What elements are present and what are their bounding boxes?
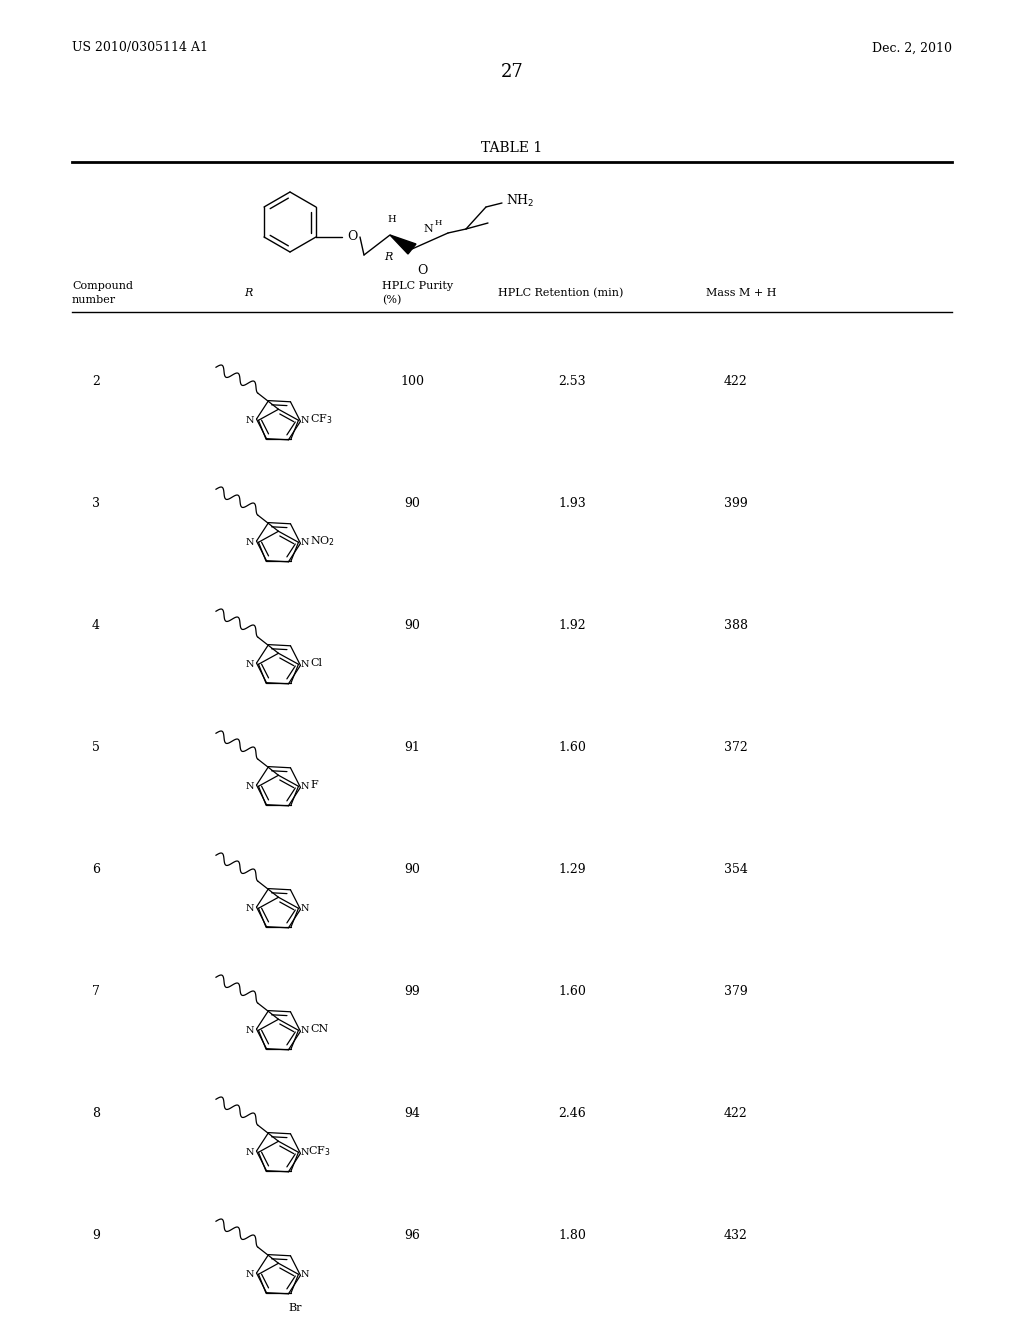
Text: 90: 90 bbox=[404, 496, 420, 510]
Text: N: N bbox=[300, 660, 308, 669]
Text: 7: 7 bbox=[92, 985, 100, 998]
Text: CN: CN bbox=[310, 1024, 329, 1035]
Text: 388: 388 bbox=[724, 619, 748, 632]
Text: HPLC Purity: HPLC Purity bbox=[382, 281, 454, 290]
Text: 96: 96 bbox=[404, 1229, 420, 1242]
Text: 372: 372 bbox=[724, 741, 748, 754]
Text: CF$_3$: CF$_3$ bbox=[308, 1144, 331, 1158]
Text: TABLE 1: TABLE 1 bbox=[481, 141, 543, 154]
Text: 1.60: 1.60 bbox=[558, 741, 586, 754]
Text: 100: 100 bbox=[400, 375, 424, 388]
Text: 422: 422 bbox=[724, 375, 748, 388]
Text: Br: Br bbox=[289, 1303, 302, 1313]
Text: 1.93: 1.93 bbox=[558, 496, 586, 510]
Text: N: N bbox=[245, 537, 254, 546]
Text: 90: 90 bbox=[404, 619, 420, 632]
Text: 5: 5 bbox=[92, 741, 100, 754]
Text: N: N bbox=[245, 1148, 254, 1156]
Text: 27: 27 bbox=[501, 63, 523, 81]
Text: 1.80: 1.80 bbox=[558, 1229, 586, 1242]
Text: 91: 91 bbox=[404, 741, 420, 754]
Text: 354: 354 bbox=[724, 863, 748, 875]
Polygon shape bbox=[390, 235, 416, 253]
Text: 90: 90 bbox=[404, 863, 420, 875]
Text: US 2010/0305114 A1: US 2010/0305114 A1 bbox=[72, 41, 208, 54]
Text: 3: 3 bbox=[92, 496, 100, 510]
Text: 4: 4 bbox=[92, 619, 100, 632]
Text: N: N bbox=[300, 1148, 308, 1156]
Text: 8: 8 bbox=[92, 1106, 100, 1119]
Text: 99: 99 bbox=[404, 985, 420, 998]
Text: R: R bbox=[244, 288, 252, 298]
Text: 2: 2 bbox=[92, 375, 100, 388]
Text: 9: 9 bbox=[92, 1229, 100, 1242]
Text: number: number bbox=[72, 294, 116, 305]
Text: N: N bbox=[300, 1270, 308, 1279]
Text: H: H bbox=[388, 214, 396, 223]
Text: O: O bbox=[347, 231, 357, 243]
Text: 1.29: 1.29 bbox=[558, 863, 586, 875]
Text: N: N bbox=[245, 1026, 254, 1035]
Text: 432: 432 bbox=[724, 1229, 748, 1242]
Text: N: N bbox=[300, 904, 308, 912]
Text: N: N bbox=[245, 781, 254, 791]
Text: 1.60: 1.60 bbox=[558, 985, 586, 998]
Text: 2.53: 2.53 bbox=[558, 375, 586, 388]
Text: N: N bbox=[300, 416, 308, 425]
Text: 6: 6 bbox=[92, 863, 100, 875]
Text: Dec. 2, 2010: Dec. 2, 2010 bbox=[872, 41, 952, 54]
Text: N: N bbox=[300, 537, 308, 546]
Text: HPLC Retention (min): HPLC Retention (min) bbox=[498, 288, 624, 298]
Text: Mass M + H: Mass M + H bbox=[706, 288, 776, 298]
Text: CF$_3$: CF$_3$ bbox=[310, 412, 333, 426]
Text: 94: 94 bbox=[404, 1106, 420, 1119]
Text: N: N bbox=[423, 224, 433, 234]
Text: 379: 379 bbox=[724, 985, 748, 998]
Text: N: N bbox=[245, 660, 254, 669]
Text: R: R bbox=[384, 252, 392, 261]
Text: N: N bbox=[245, 1270, 254, 1279]
Text: 422: 422 bbox=[724, 1106, 748, 1119]
Text: Cl: Cl bbox=[310, 659, 323, 668]
Text: 399: 399 bbox=[724, 496, 748, 510]
Text: O: O bbox=[417, 264, 427, 277]
Text: 2.46: 2.46 bbox=[558, 1106, 586, 1119]
Text: N: N bbox=[300, 781, 308, 791]
Text: Compound: Compound bbox=[72, 281, 133, 290]
Text: N: N bbox=[300, 1026, 308, 1035]
Text: N: N bbox=[245, 904, 254, 912]
Text: F: F bbox=[310, 780, 318, 791]
Text: NH$_2$: NH$_2$ bbox=[506, 193, 535, 209]
Text: H: H bbox=[434, 219, 441, 227]
Text: NO$_2$: NO$_2$ bbox=[310, 535, 336, 548]
Text: N: N bbox=[245, 416, 254, 425]
Text: 1.92: 1.92 bbox=[558, 619, 586, 632]
Text: (%): (%) bbox=[382, 294, 401, 305]
